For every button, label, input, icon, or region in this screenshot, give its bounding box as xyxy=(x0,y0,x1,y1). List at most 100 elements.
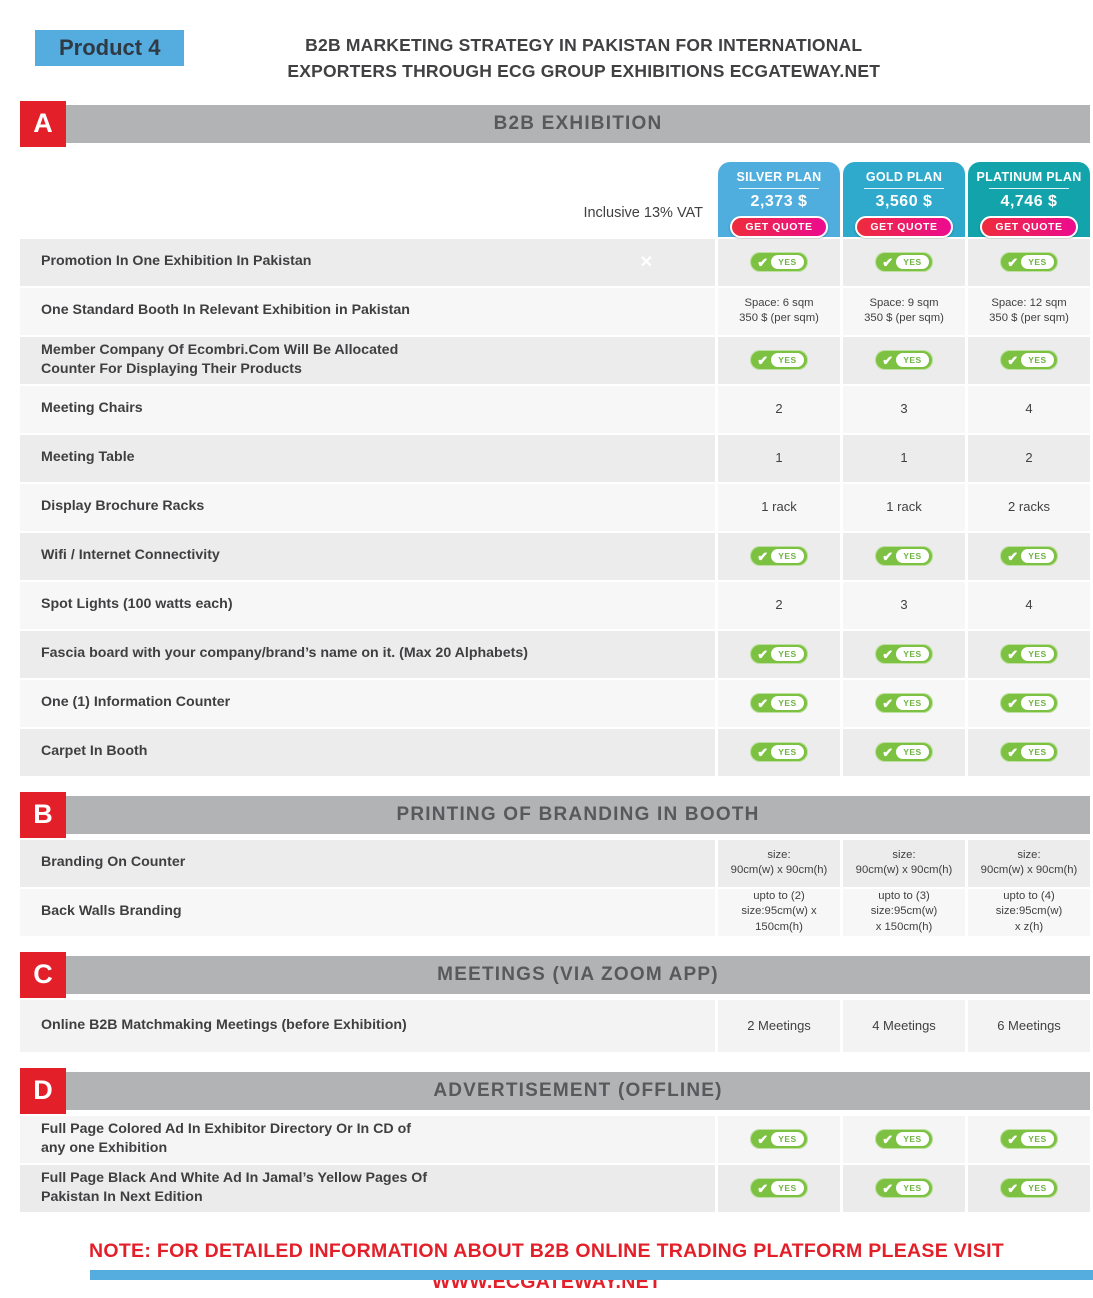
value-text: 90cm(w) x 90cm(h) xyxy=(855,864,953,876)
product-label: Product 4 xyxy=(35,30,185,66)
row-label: Full Page Colored Ad In Exhibitor Direct… xyxy=(20,1115,715,1163)
section-title: PRINTING OF BRANDING IN BOOTH xyxy=(396,803,760,825)
value-text: 1 xyxy=(775,450,783,466)
value-cell: ✔ YES xyxy=(843,1115,965,1163)
yes-badge: ✔ YES xyxy=(875,693,933,713)
check-icon: ✔ xyxy=(882,646,894,662)
comparison-table: A B2B EXHIBITION Inclusive 13% VAT SILVER P… xyxy=(20,100,1090,1212)
value-cell: 1 rack xyxy=(718,483,840,531)
section-title-bar: PRINTING OF BRANDING IN BOOTH xyxy=(66,795,1090,834)
table-row: Branding On Counter size: 90cm(w) x 90cm(h… xyxy=(20,839,1090,887)
value-cell: 4 xyxy=(968,385,1090,433)
value-text: 2 Meetings xyxy=(747,1017,811,1033)
row-label: One Standard Booth In Relevant Exhibitio… xyxy=(20,287,715,335)
yes-badge: ✔ YES xyxy=(875,742,933,762)
table-row: One Standard Booth In Relevant Exhibitio… xyxy=(20,287,1090,335)
yes-badge: ✔ YES xyxy=(750,693,808,713)
row-label-line: any one Exhibition xyxy=(41,1140,168,1156)
value-cell: ✔ YES xyxy=(968,630,1090,678)
value-text: 3 xyxy=(900,401,908,417)
value-text: upto to (2) xyxy=(753,890,805,903)
value-cell: ✔ YES xyxy=(843,532,965,580)
row-label: Fascia board with your company/brand’s n… xyxy=(20,630,715,678)
section-letter: D xyxy=(20,1067,66,1114)
value-cell: ✔ YES xyxy=(843,336,965,384)
value-text: upto to (4) xyxy=(1003,890,1055,903)
value-cell: ✔ YES xyxy=(718,679,840,727)
plan-name: GOLD PLAN xyxy=(865,169,943,184)
row-label-line: One (1) Information Counter xyxy=(41,694,231,711)
value-cell: 2 xyxy=(718,385,840,433)
value-cell: 2 xyxy=(968,434,1090,482)
value-cell: 2 Meetings xyxy=(718,999,840,1052)
value-text: 1 rack xyxy=(761,499,797,515)
page-title-line2: EXPORTERS THROUGH ECG GROUP EXHIBITIONS … xyxy=(287,61,881,82)
value-cell: 1 xyxy=(718,434,840,482)
table-row: Carpet In Booth ✔ YES ✔ YES ✔ YES xyxy=(20,728,1090,776)
value-text: 6 Meetings xyxy=(997,1017,1061,1033)
section-rows: Branding On Counter size: 90cm(w) x 90cm(h… xyxy=(20,839,1090,936)
value-cell: 1 xyxy=(843,434,965,482)
table-row: Meeting Table 1 1 2 xyxy=(20,434,1090,482)
row-label: Full Page Black And White Ad In Jamal’s … xyxy=(20,1164,715,1212)
yes-badge-label: YES xyxy=(896,647,929,661)
get-quote-button[interactable]: GET QUOTE xyxy=(980,215,1078,238)
check-icon: ✔ xyxy=(882,548,894,564)
row-label-line: Online B2B Matchmaking Meetings (before … xyxy=(41,1016,407,1033)
value-text: 4 xyxy=(1025,597,1033,613)
yes-badge: ✔ YES xyxy=(750,252,808,272)
yes-badge-label: YES xyxy=(771,696,804,710)
value-text: upto to (3) xyxy=(878,890,930,903)
yes-badge: ✔ YES xyxy=(1000,1178,1058,1198)
section-header: B PRINTING OF BRANDING IN BOOTH xyxy=(20,791,1090,838)
section-rows: Full Page Colored Ad In Exhibitor Direct… xyxy=(20,1115,1090,1212)
check-icon: ✔ xyxy=(1007,646,1019,662)
plan-card-silver: SILVER PLAN 2,373 $ GET QUOTE xyxy=(718,161,840,238)
yes-badge-label: YES xyxy=(1021,745,1054,759)
check-icon: ✔ xyxy=(757,1131,769,1147)
row-label: Member Company Of Ecombri.Com Will Be Al… xyxy=(20,336,715,384)
value-text: x z(h) xyxy=(1014,920,1044,933)
plan-underline xyxy=(864,187,944,189)
check-icon: ✔ xyxy=(757,1180,769,1196)
value-cell: size: 90cm(w) x 90cm(h) xyxy=(843,839,965,887)
get-quote-button[interactable]: GET QUOTE xyxy=(855,215,953,238)
value-cell: Space: 6 sqm 350 $ (per sqm) xyxy=(718,287,840,335)
row-label-line: Carpet In Booth xyxy=(41,743,148,760)
value-cell: ✔ YES xyxy=(843,630,965,678)
value-cell: upto to (4) size:95cm(w) x z(h) xyxy=(968,888,1090,936)
check-icon: ✔ xyxy=(882,352,894,368)
value-cell: 1 rack xyxy=(843,483,965,531)
value-cell: ✔ YES xyxy=(968,532,1090,580)
check-icon: ✔ xyxy=(1007,1131,1019,1147)
row-label: Online B2B Matchmaking Meetings (before … xyxy=(20,999,715,1052)
row-label: Back Walls Branding xyxy=(20,888,715,936)
check-icon: ✔ xyxy=(757,695,769,711)
value-text: 4 xyxy=(1025,401,1033,417)
row-label-line: Pakistan In Next Edition xyxy=(41,1189,203,1205)
yes-badge: ✔ YES xyxy=(1000,742,1058,762)
row-label: Carpet In Booth xyxy=(20,728,715,776)
section-letter: C xyxy=(20,951,66,998)
check-icon: ✔ xyxy=(882,1131,894,1147)
yes-badge-label: YES xyxy=(896,745,929,759)
plan-price: 2,373 $ xyxy=(750,192,808,210)
yes-badge-label: YES xyxy=(896,353,929,367)
row-label-line: Branding On Counter xyxy=(41,854,186,871)
value-text: size:95cm(w) xyxy=(995,905,1063,918)
table-row: Spot Lights (100 watts each) 2 3 4 xyxy=(20,581,1090,629)
row-label-line: Meeting Table xyxy=(41,449,135,466)
value-cell: ✔ YES xyxy=(968,1164,1090,1212)
value-text: 90cm(w) x 90cm(h) xyxy=(730,864,828,876)
yes-badge: ✔ YES xyxy=(875,252,933,272)
vat-note: Inclusive 13% VAT xyxy=(583,204,703,221)
get-quote-button[interactable]: GET QUOTE xyxy=(730,215,828,238)
yes-badge: ✔ YES xyxy=(1000,350,1058,370)
section-b: B PRINTING OF BRANDING IN BOOTH Branding O… xyxy=(20,791,1090,936)
value-cell: ✔ YES xyxy=(968,1115,1090,1163)
value-cell: 3 xyxy=(843,581,965,629)
value-cell: ✔ YES xyxy=(968,238,1090,286)
check-icon: ✔ xyxy=(1007,1180,1019,1196)
yes-badge: ✔ YES xyxy=(750,644,808,664)
yes-badge-label: YES xyxy=(896,255,929,269)
